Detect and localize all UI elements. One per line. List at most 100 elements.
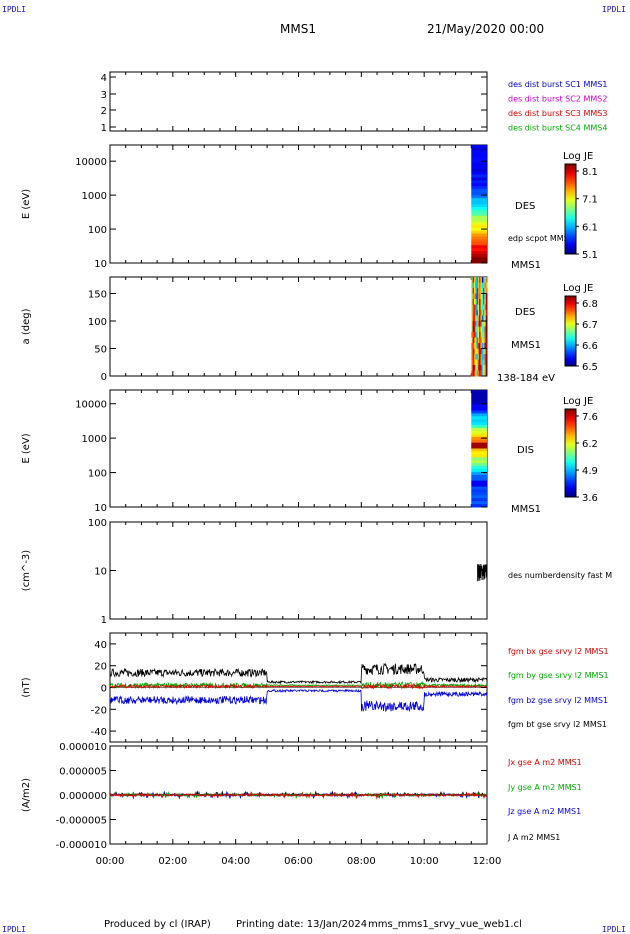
availability-legend-entry: des dist burst SC4 MMS4: [508, 124, 607, 133]
dis-energy-cell: [471, 430, 487, 435]
des-pitch-cell: [475, 321, 478, 327]
pitch-energy-range-label: 138-184 eV: [497, 373, 555, 384]
des-pitch-cell: [483, 326, 485, 333]
des-pitch-cell: [481, 337, 484, 344]
des-pitch-cell: [484, 310, 487, 316]
des-pitch-cell: [477, 282, 480, 289]
colorbar-tick-label: 6.5: [582, 362, 598, 373]
dis-energy-cell: [471, 474, 487, 479]
des-pitch-cell: [483, 348, 485, 355]
des-pitch-cell: [479, 293, 481, 300]
des-pitch-cell: [473, 343, 476, 349]
des-pitch-cell: [473, 304, 476, 311]
des-pitch-cell: [472, 332, 475, 338]
des-energy-cell: [471, 195, 487, 199]
des-pitch-cell: [475, 343, 478, 349]
des-pitch-cell: [481, 310, 484, 316]
des-energy-cell: [471, 162, 487, 167]
des-pitch-cell: [481, 293, 484, 300]
x-tick-label: 06:00: [284, 856, 313, 867]
des-pitch-cell: [479, 310, 481, 316]
des-pitch-cell: [477, 365, 480, 371]
des-pitch-cell: [484, 277, 487, 283]
des-energy-cell: [471, 145, 487, 149]
des-pitch-cell: [477, 299, 480, 305]
availability-legend-entry: des dist burst SC2 MMS2: [508, 95, 607, 104]
des-pitch-cell: [483, 343, 485, 349]
des-pitch-cell: [473, 365, 476, 371]
des-pitch-cell: [480, 299, 483, 305]
y-tick-label: 10: [94, 259, 107, 270]
des-pitch-cell: [483, 370, 485, 377]
des-pitch-cell: [480, 343, 483, 349]
des-pitch-cell: [477, 370, 480, 377]
y-tick-label: 100: [88, 469, 107, 480]
des-pitch-cell: [477, 337, 480, 344]
des-pitch-cell: [473, 337, 476, 344]
des-pitch-cell: [480, 321, 483, 327]
des-pitch-cell: [472, 370, 475, 377]
des-pitch-cell: [475, 315, 478, 322]
des-pitch-cell: [475, 277, 478, 283]
des-energy-cell: [471, 156, 487, 161]
des-pitch-cell: [471, 293, 474, 300]
des-pitch-cell: [485, 337, 488, 344]
colorbar-tick-label: 6.2: [582, 439, 598, 450]
des-pitch-cell: [484, 359, 487, 366]
des-pitch-cell: [476, 293, 479, 300]
des-pitch-cell: [477, 321, 480, 327]
des-pitch-cell: [473, 277, 476, 283]
des-pitch-cell: [483, 282, 485, 289]
des-pitch-cell: [473, 348, 476, 355]
bfield-legend-entry: fgm bt gse srvy l2 MMS1: [508, 720, 607, 729]
des-pitch-cell: [483, 321, 485, 327]
dis-energy-cell: [471, 483, 487, 488]
availability-legend-entry: des dist burst SC1 MMS1: [508, 80, 607, 89]
des-pitch-cell: [473, 293, 476, 300]
des-pitch-cell: [483, 337, 485, 344]
des-pitch-cell: [471, 277, 474, 283]
des-pitch-cell: [471, 304, 474, 311]
des-pitch-cell: [483, 277, 485, 283]
des-pitch-cell: [480, 370, 483, 377]
des-pitch-cell: [473, 288, 476, 294]
des-pitch-cell: [477, 354, 480, 360]
panel-frame-0: [109, 71, 488, 132]
dis-energy-cell: [471, 471, 487, 476]
des-pitch-cell: [481, 304, 484, 311]
des-pitch-cell: [476, 299, 479, 305]
des-pitch-cell: [480, 359, 483, 366]
dis-energy-cell: [471, 468, 487, 473]
des-energy-cell: [471, 204, 487, 208]
des-pitch-cell: [471, 348, 474, 355]
des-pitch-cell: [471, 370, 474, 377]
bfield-legend-entry: fgm by gse srvy l2 MMS1: [508, 671, 609, 680]
y-tick-label: -40: [91, 727, 107, 738]
des-energy-cell: [471, 165, 487, 170]
des-energy-cell: [471, 153, 487, 158]
des-pitch-cell: [472, 348, 475, 355]
des-energy-cell: [471, 224, 487, 229]
colorbar-tick-label: 5.1: [582, 250, 598, 261]
dis-energy-cell: [471, 433, 487, 438]
des-pitch-cell: [481, 343, 484, 349]
y-tick-label: 0.000005: [59, 767, 107, 778]
des-pitch-cell: [480, 354, 483, 360]
des-pitch-cell: [479, 299, 481, 305]
des-energy-cell: [471, 189, 487, 193]
des-pitch-cell: [479, 282, 481, 289]
plot-datetime: 21/May/2020 00:00: [427, 22, 545, 36]
des-pitch-cell: [484, 354, 487, 360]
des-pitch-cell: [475, 370, 478, 377]
dis-energy-cell: [471, 404, 487, 409]
des-energy-cell: [471, 215, 487, 220]
des-pitch-cell: [476, 310, 479, 316]
colorbar-title: Log JE: [563, 396, 593, 407]
des-pitch-cell: [484, 365, 487, 371]
des-pitch-cell: [473, 326, 476, 333]
des-pitch-cell: [484, 370, 487, 377]
scpot-side-label: edp scpot MMS1: [508, 234, 574, 243]
des-pitch-cell: [476, 304, 479, 311]
des-pitch-cell: [483, 359, 485, 366]
des-pitch-cell: [473, 370, 476, 377]
